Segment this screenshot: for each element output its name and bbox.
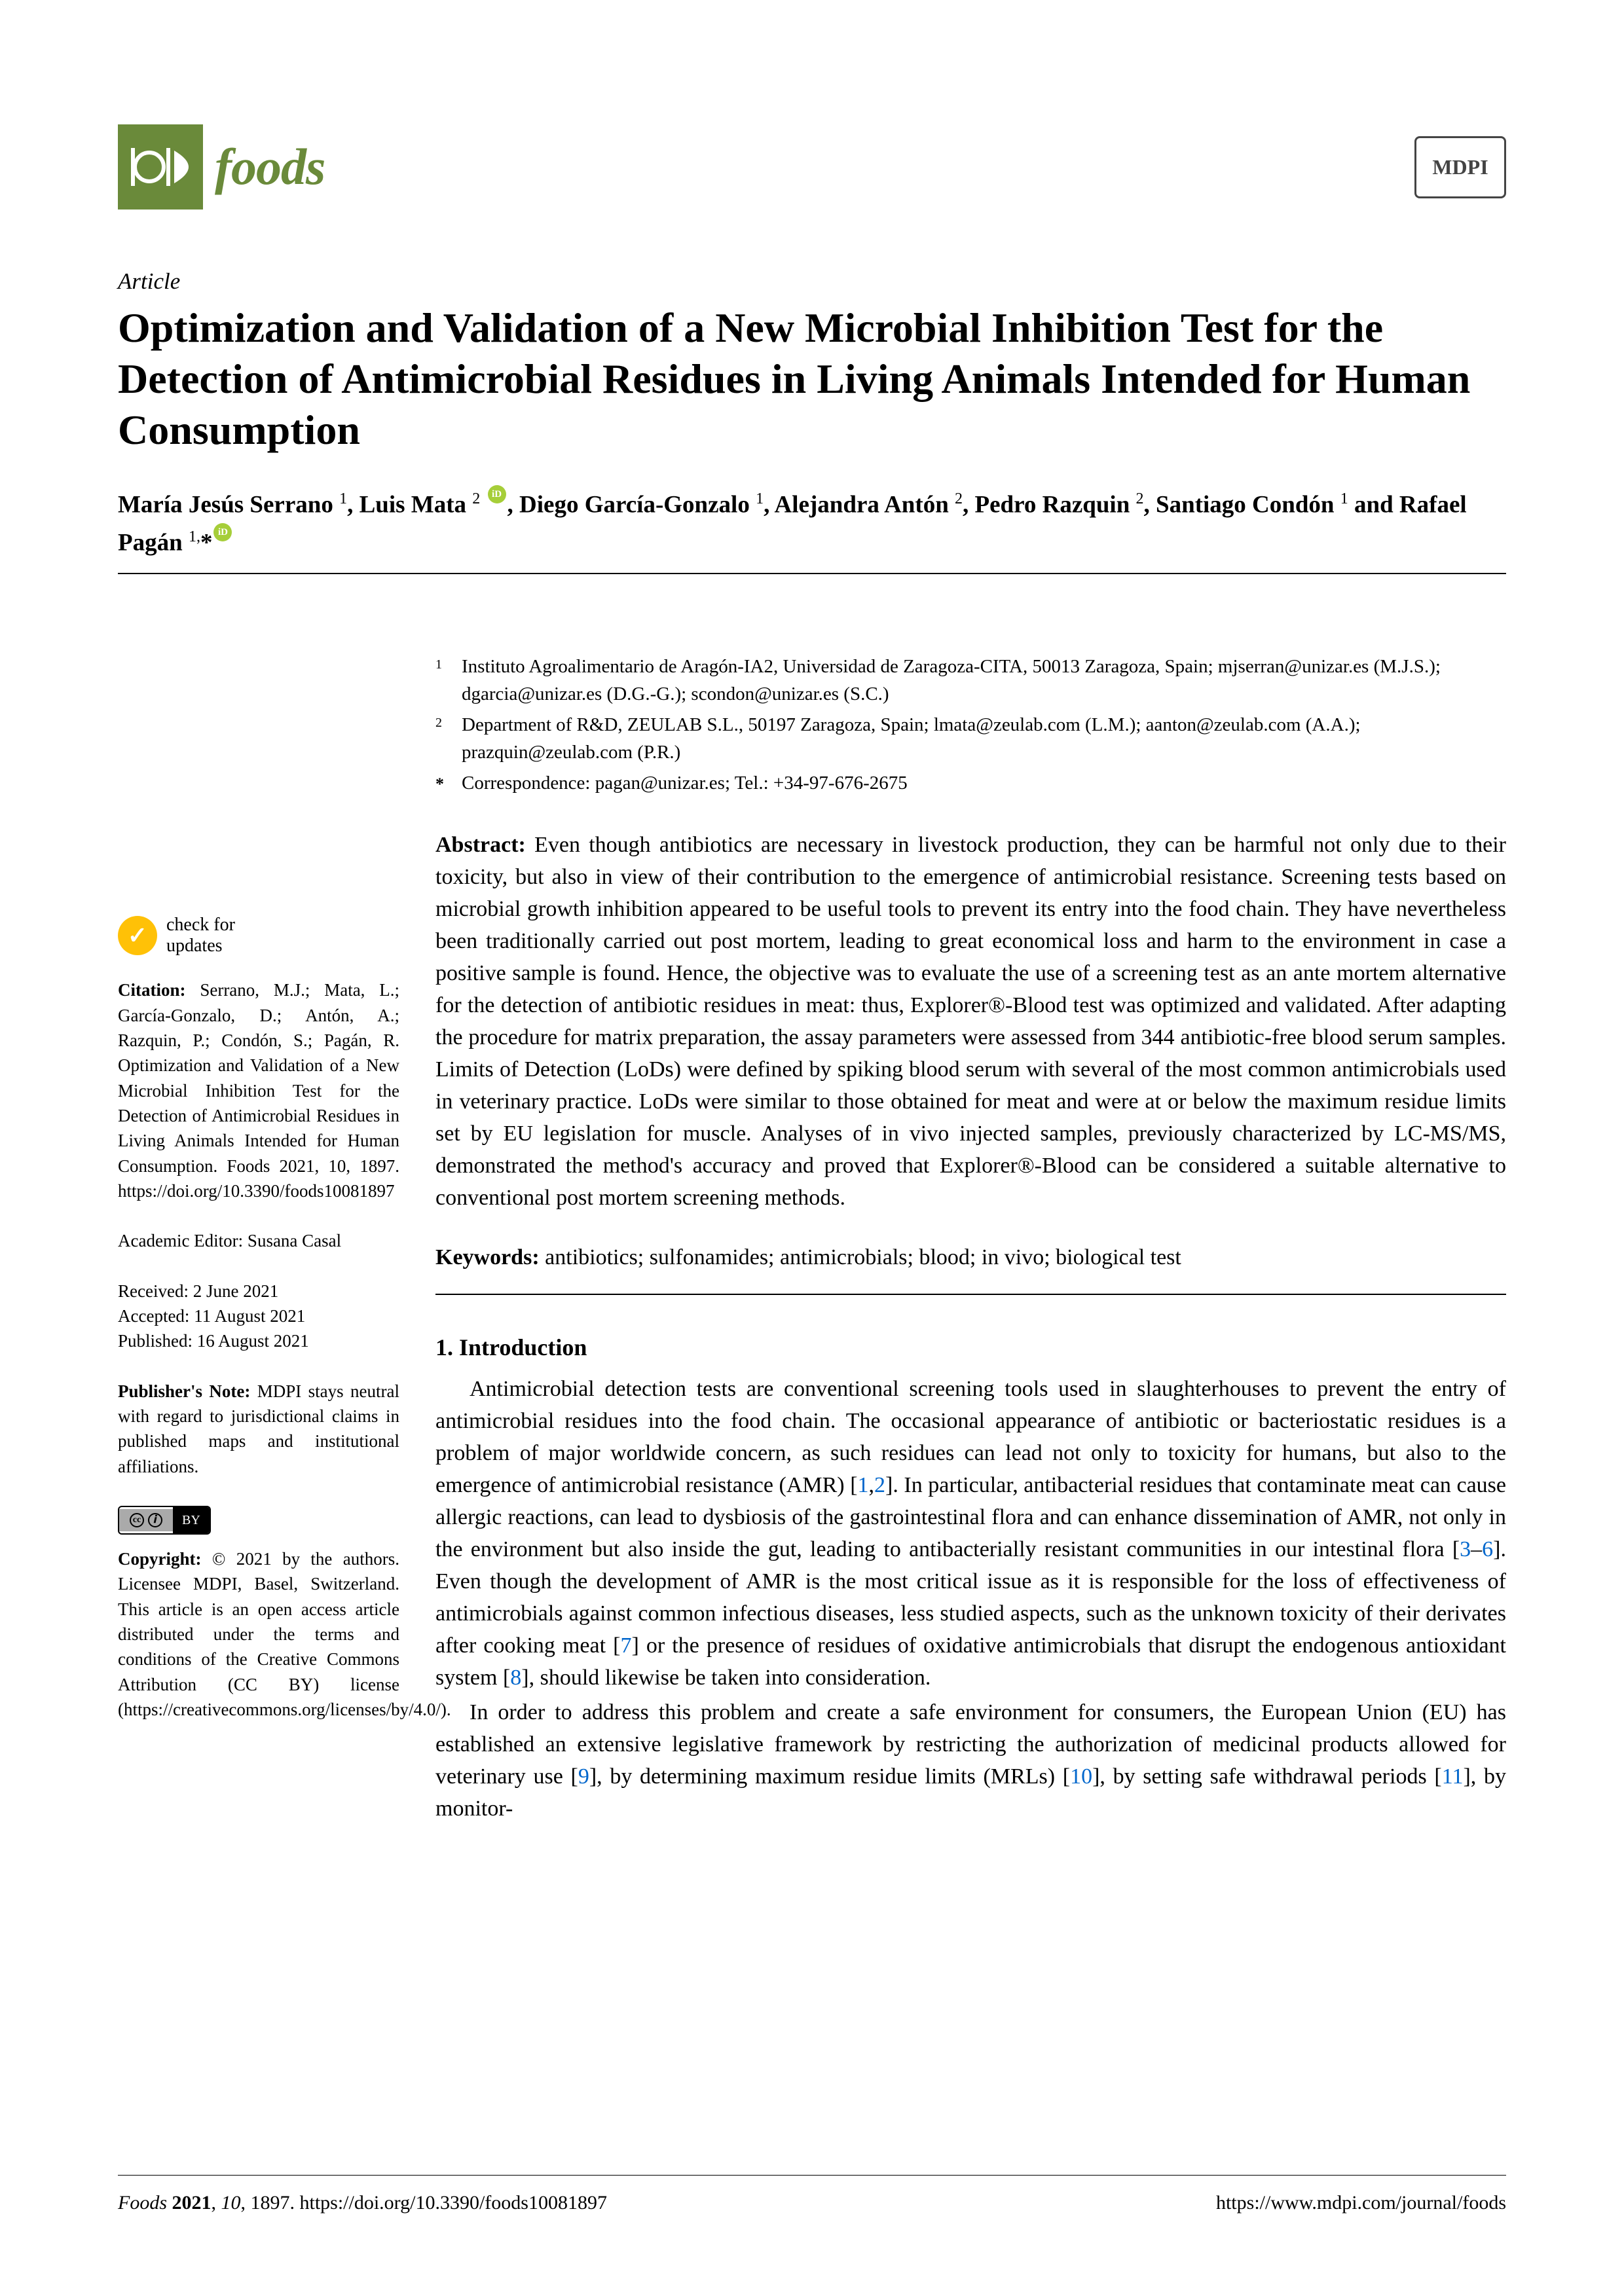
copyright-text: © 2021 by the authors. Licensee MDPI, Ba… [118, 1549, 451, 1719]
introduction-body: Antimicrobial detection tests are conven… [435, 1374, 1506, 1825]
copyright-block: Copyright: © 2021 by the authors. Licens… [118, 1546, 399, 1722]
affiliation-2: 2 Department of R&D, ZEULAB S.L., 50197 … [435, 711, 1506, 766]
citation-text: Serrano, M.J.; Mata, L.; García-Gonzalo,… [118, 980, 399, 1201]
editor-block: Academic Editor: Susana Casal [118, 1228, 399, 1253]
author-rule [118, 573, 1506, 574]
footer-left: Foods 2021, 10, 1897. https://doi.org/10… [118, 2192, 607, 2214]
paragraph-1: Antimicrobial detection tests are conven… [435, 1374, 1506, 1694]
keywords-label: Keywords: [435, 1245, 540, 1269]
authors: María Jesús Serrano 1, Luis Mata 2 , Die… [118, 485, 1506, 561]
content-rule [435, 1294, 1506, 1295]
journal-name: foods [215, 137, 325, 196]
citation-label: Citation: [118, 980, 186, 1000]
affil-text: Correspondence: pagan@unizar.es; Tel.: +… [462, 769, 908, 797]
header: foods MDPI [118, 124, 1506, 210]
affiliations: 1 Instituto Agroalimentario de Aragón-IA… [435, 653, 1506, 797]
dates-block: Received: 2 June 2021 Accepted: 11 Augus… [118, 1279, 399, 1354]
cc-icon: cc 𝒊 [119, 1509, 173, 1531]
affil-num: * [435, 769, 450, 797]
affil-text: Instituto Agroalimentario de Aragón-IA2,… [462, 653, 1506, 708]
affil-text: Department of R&D, ZEULAB S.L., 50197 Za… [462, 711, 1506, 766]
copyright-label: Copyright: [118, 1549, 202, 1569]
cc-by-text: BY [173, 1507, 210, 1533]
accepted-date: Accepted: 11 August 2021 [118, 1303, 399, 1328]
received-date: Received: 2 June 2021 [118, 1279, 399, 1303]
journal-icon [118, 124, 203, 210]
footer: Foods 2021, 10, 1897. https://doi.org/10… [118, 2175, 1506, 2214]
paragraph-2: In order to address this problem and cre… [435, 1697, 1506, 1825]
cc-badge[interactable]: cc 𝒊 BY [118, 1504, 399, 1546]
section-heading: 1. Introduction [435, 1331, 1506, 1365]
citation-block: Citation: Serrano, M.J.; Mata, L.; Garcí… [118, 977, 399, 1203]
keywords-text: antibiotics; sulfonamides; antimicrobial… [545, 1245, 1181, 1269]
abstract-text: Even though antibiotics are necessary in… [435, 833, 1506, 1209]
publishers-note-label: Publisher's Note: [118, 1381, 250, 1401]
publishers-note-block: Publisher's Note: MDPI stays neutral wit… [118, 1379, 399, 1479]
journal-logo: foods [118, 124, 325, 210]
keywords: Keywords: antibiotics; sulfonamides; ant… [435, 1242, 1506, 1274]
mdpi-logo: MDPI [1414, 136, 1506, 198]
abstract: Abstract: Even though antibiotics are ne… [435, 829, 1506, 1214]
abstract-label: Abstract: [435, 833, 526, 857]
affiliation-1: 1 Instituto Agroalimentario de Aragón-IA… [435, 653, 1506, 708]
published-date: Published: 16 August 2021 [118, 1328, 399, 1353]
affil-num: 2 [435, 711, 450, 766]
main-content: 1 Instituto Agroalimentario de Aragón-IA… [435, 653, 1506, 1828]
sidebar: ✓ check for updates Citation: Serrano, M… [118, 653, 399, 1828]
article-type: Article [118, 268, 1506, 295]
affil-num: 1 [435, 653, 450, 708]
correspondence: * Correspondence: pagan@unizar.es; Tel.:… [435, 769, 1506, 797]
check-icon: ✓ [118, 916, 157, 955]
footer-right: https://www.mdpi.com/journal/foods [1216, 2192, 1506, 2214]
article-title: Optimization and Validation of a New Mic… [118, 302, 1506, 456]
check-updates-badge[interactable]: ✓ check for updates [118, 915, 399, 957]
check-text: check for updates [166, 915, 235, 957]
